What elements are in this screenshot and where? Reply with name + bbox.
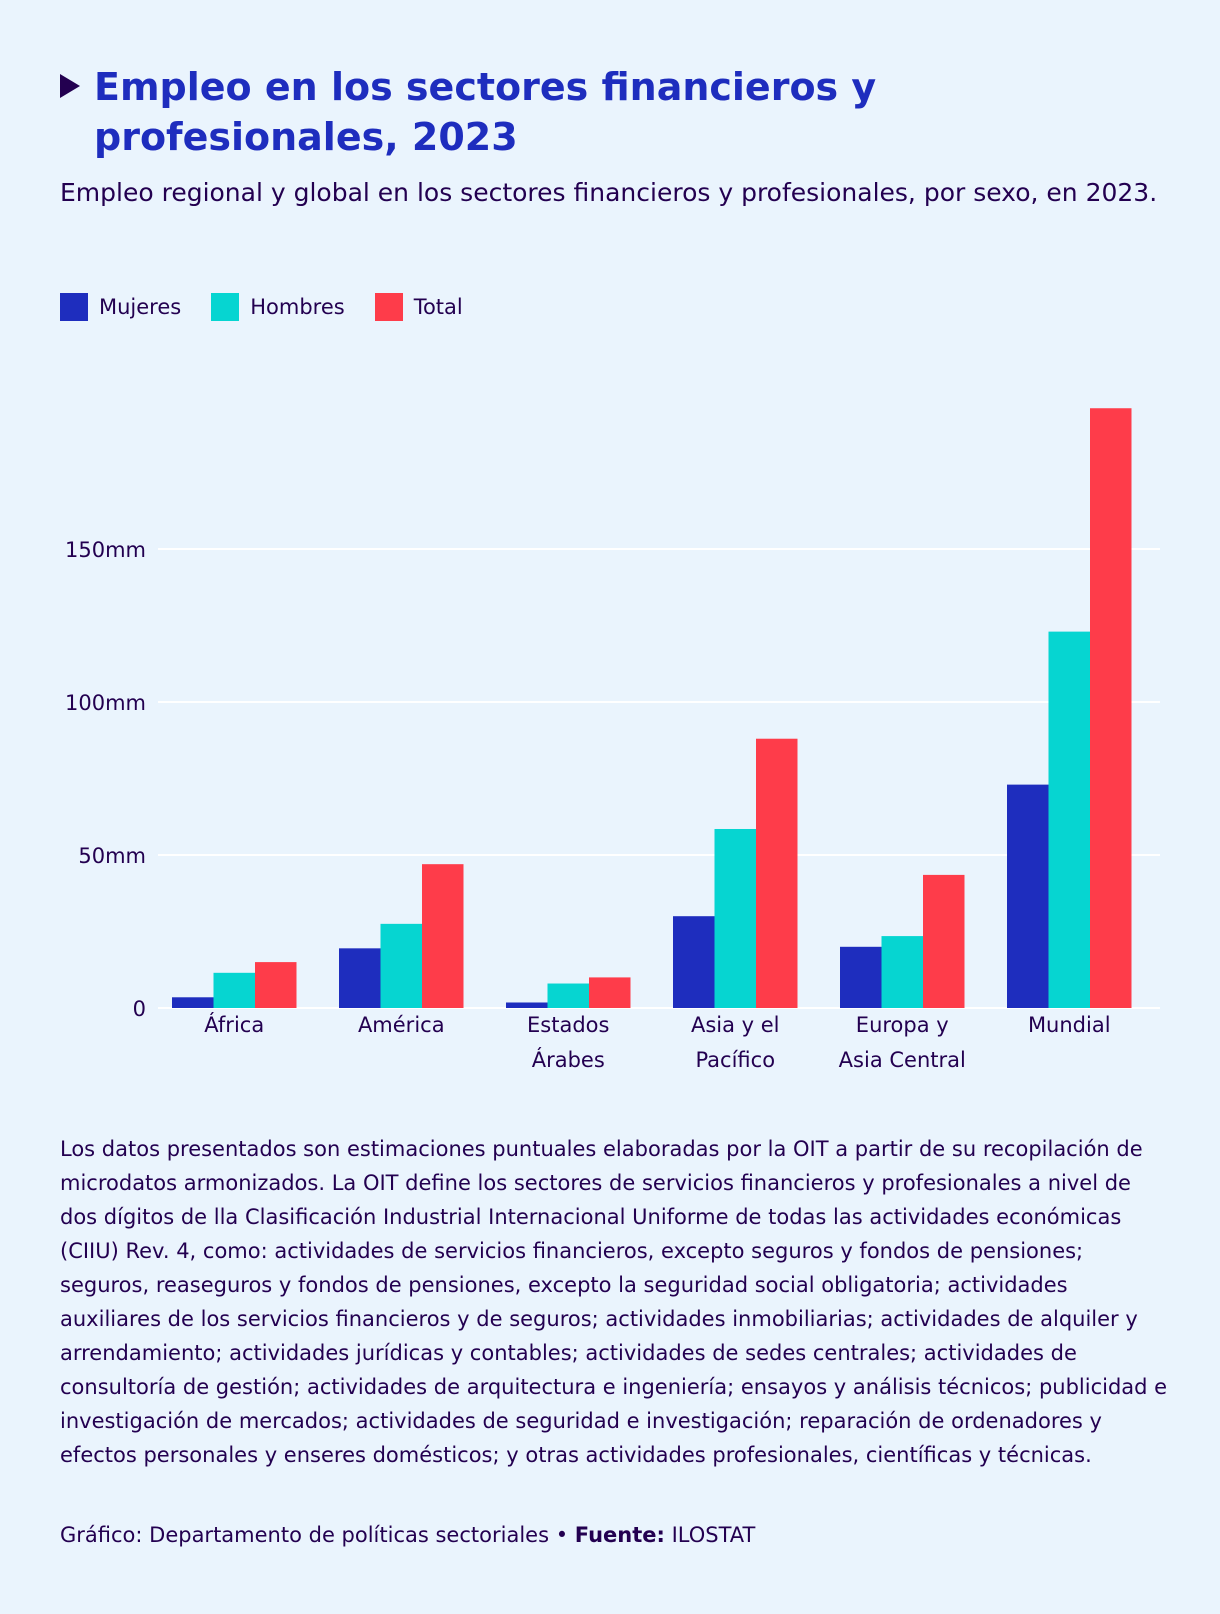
credit-line: Gráfico: Departamento de políticas secto… [60, 1518, 755, 1552]
chart-subtitle: Empleo regional y global en los sectores… [60, 178, 1158, 207]
bar-mujeres [673, 916, 715, 1008]
title-row: Empleo en los sectores financieros y pro… [60, 62, 1140, 162]
legend: Mujeres Hombres Total [60, 293, 493, 321]
legend-item-mujeres: Mujeres [60, 293, 181, 321]
bar-total [255, 962, 297, 1008]
bar-chart: 0 50mm 100mm 150mm África América Estados Árabe… [65, 408, 1160, 1072]
x-tick-label: Europa y [856, 1013, 949, 1037]
bar-hombres [881, 936, 923, 1008]
legend-swatch-hombres [211, 293, 240, 321]
source-label: Fuente: [574, 1523, 665, 1547]
bar-total [589, 977, 631, 1008]
legend-label-mujeres: Mujeres [99, 295, 182, 319]
legend-swatch-mujeres [60, 293, 88, 321]
graphic-credit: Gráfico: Departamento de políticas secto… [60, 1523, 550, 1547]
bar-mujeres [172, 997, 214, 1008]
bar-mujeres [840, 946, 882, 1008]
x-tick-label: Estados [527, 1013, 609, 1037]
x-tick-label: Pacífico [695, 1048, 775, 1072]
footnote: Los datos presentados son estimaciones p… [60, 1137, 1168, 1467]
x-tick-label: Mundial [1028, 1013, 1111, 1037]
bar-hombres [547, 983, 589, 1008]
bar-total [422, 864, 464, 1008]
legend-label-hombres: Hombres [250, 295, 345, 319]
y-tick-label: 0 [133, 997, 146, 1021]
bar-layer [172, 408, 1132, 1008]
bar-total [923, 874, 965, 1008]
x-tick-label: Asia y el [691, 1013, 780, 1037]
x-tick-label: América [358, 1013, 445, 1037]
y-tick-label: 150mm [65, 538, 146, 562]
triangle-icon [60, 74, 80, 98]
x-tick-label: África [204, 1012, 264, 1037]
y-tick-label: 100mm [65, 691, 146, 715]
bar-hombres [213, 972, 255, 1008]
label-layer: 0 50mm 100mm 150mm África América Estados Árabe… [65, 538, 1111, 1072]
y-tick-label: 50mm [78, 844, 146, 868]
bar-hombres [1048, 631, 1090, 1008]
legend-label-total: Total [413, 295, 463, 319]
legend-swatch-total [374, 293, 403, 321]
bar-total [1090, 408, 1132, 1008]
credit-separator: • [549, 1523, 575, 1547]
legend-item-hombres: Hombres [211, 293, 345, 321]
bar-total [756, 738, 798, 1008]
source-value: ILOSTAT [664, 1523, 756, 1547]
x-tick-label: Asia Central [839, 1048, 966, 1072]
bar-mujeres [506, 1002, 548, 1008]
x-tick-label: Árabes [532, 1047, 605, 1072]
bar-mujeres [339, 948, 381, 1008]
bar-mujeres [1007, 784, 1049, 1008]
legend-item-total: Total [374, 293, 463, 321]
chart-title: Empleo en los sectores financieros y pro… [94, 65, 877, 159]
bar-hombres [380, 923, 422, 1008]
bar-hombres [714, 828, 756, 1008]
grid-layer [158, 548, 1160, 1009]
